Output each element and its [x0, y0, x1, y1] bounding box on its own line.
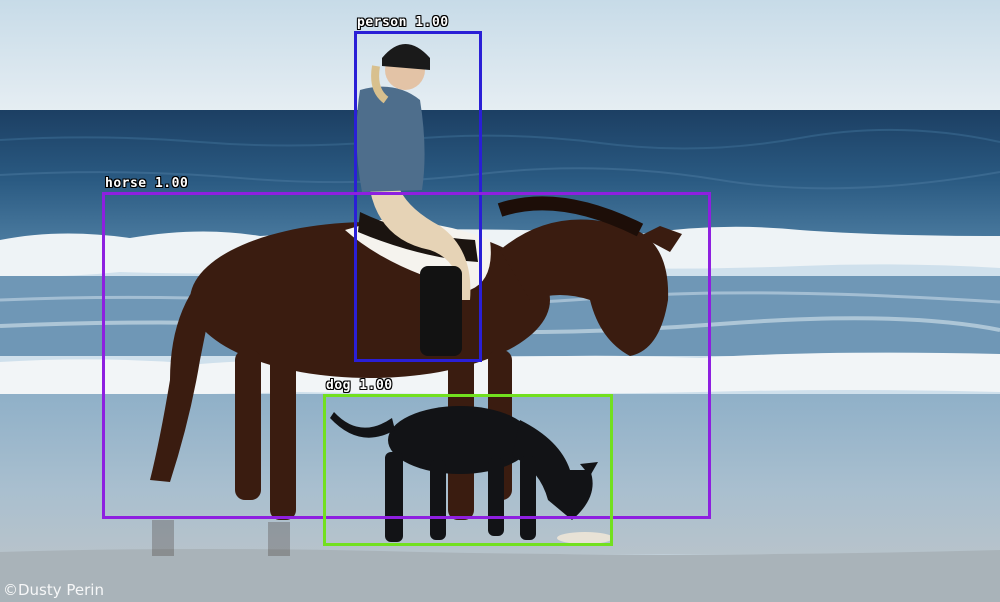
horse-detection-label: horse 1.00 — [105, 176, 189, 191]
reflection — [152, 520, 174, 556]
rider — [356, 44, 471, 356]
dog — [330, 406, 598, 542]
sand-foam — [557, 532, 613, 544]
dry-sand — [0, 549, 1000, 602]
person-detection-label: person 1.00 — [357, 15, 449, 30]
photo-credit: ©Dusty Perin — [3, 581, 104, 599]
reflection — [268, 522, 290, 556]
dog-bounding-box: dog 1.00 — [323, 378, 613, 546]
horse-bounding-box: horse 1.00 — [102, 176, 711, 519]
dog-detection-label: dog 1.00 — [326, 378, 393, 393]
person-bounding-box: person 1.00 — [354, 15, 482, 362]
sea-texture — [0, 128, 1000, 150]
sky — [0, 0, 1000, 112]
